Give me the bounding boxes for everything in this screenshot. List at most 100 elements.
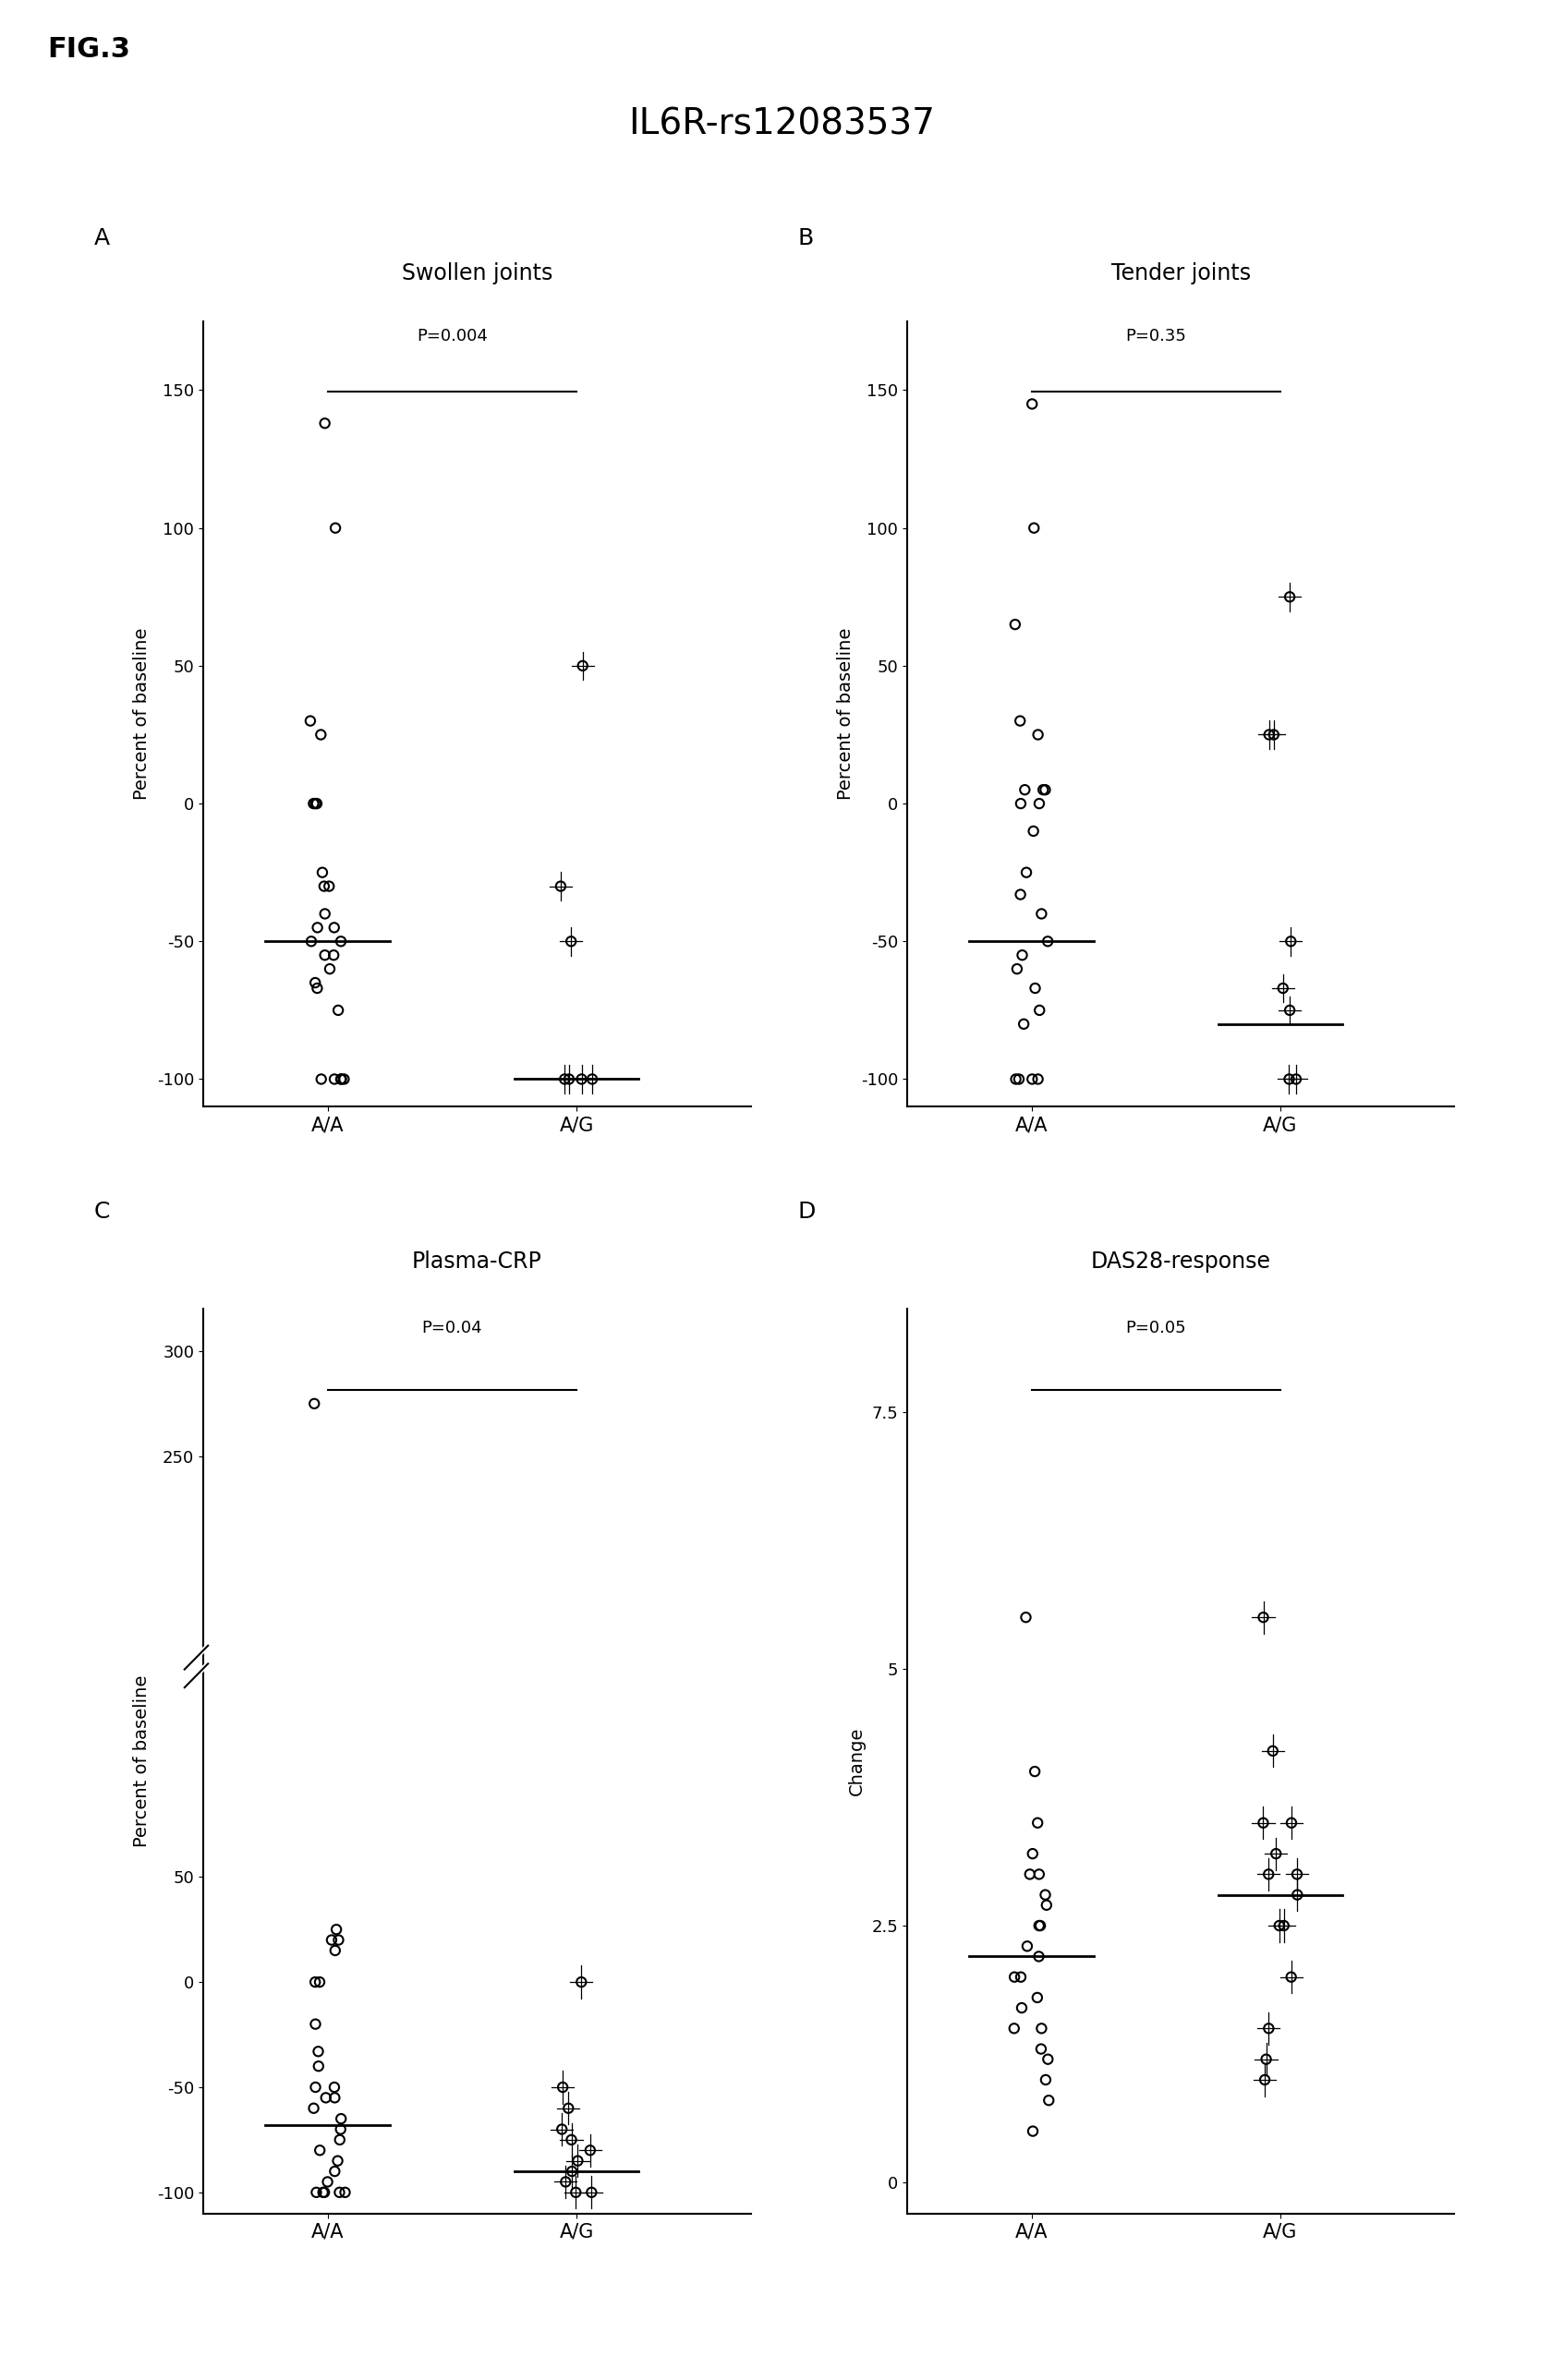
Text: IL6R-rs12083537: IL6R-rs12083537 [629, 107, 935, 143]
Point [1010, 935, 1035, 973]
Point [303, 785, 328, 823]
Text: P=0.05: P=0.05 [1126, 1319, 1186, 1335]
Point [1270, 969, 1295, 1007]
Point [1006, 1059, 1031, 1097]
Point [1284, 1856, 1309, 1894]
Point [1264, 1835, 1289, 1873]
Y-axis label: Change: Change [848, 1728, 865, 1795]
Point [1015, 1928, 1040, 1966]
Point [1017, 1856, 1042, 1894]
Point [1034, 1885, 1059, 1923]
Point [1009, 785, 1034, 823]
Point [1032, 771, 1057, 809]
Y-axis label: Percent of baseline: Percent of baseline [133, 1676, 150, 1847]
Point [1256, 1856, 1281, 1894]
Point [1023, 969, 1048, 1007]
Point [1035, 2040, 1060, 2078]
Point [328, 923, 353, 962]
Point [1012, 1004, 1037, 1042]
Point [1026, 1059, 1051, 1097]
Point [1026, 1937, 1051, 1975]
Point [560, 2152, 585, 2190]
Point [311, 866, 336, 904]
Point [558, 2121, 583, 2159]
Point [313, 2078, 338, 2116]
Point [1009, 1990, 1034, 2028]
Point [322, 509, 347, 547]
Text: FIG.3: FIG.3 [47, 36, 130, 62]
Point [1254, 2040, 1279, 2078]
Point [1020, 1835, 1045, 1873]
Y-axis label: Percent of baseline: Percent of baseline [837, 628, 854, 800]
Point [1284, 1875, 1309, 1914]
Point [313, 405, 338, 443]
Text: D: D [798, 1200, 815, 1223]
Point [1034, 2061, 1059, 2099]
Point [1028, 1906, 1053, 1944]
Point [558, 923, 583, 962]
Point [303, 2068, 328, 2106]
Point [322, 1933, 347, 1971]
Point [557, 1059, 582, 1097]
Point [552, 1059, 577, 1097]
Point [1278, 578, 1303, 616]
Point [1029, 2030, 1054, 2068]
Point [307, 2047, 332, 2085]
Point [328, 1059, 353, 1097]
Point [1020, 1059, 1045, 1097]
Point [303, 2173, 328, 2211]
Point [1035, 923, 1060, 962]
Point [1001, 2009, 1026, 2047]
Point [551, 2068, 576, 2106]
Title: Swollen joints: Swollen joints [402, 262, 552, 286]
Point [1023, 1752, 1048, 1790]
Point [322, 909, 347, 947]
Point [1012, 771, 1037, 809]
Point [1037, 2080, 1062, 2121]
Point [1003, 1059, 1028, 1097]
Text: C: C [94, 1200, 109, 1223]
Point [1024, 1804, 1049, 1842]
Point [314, 2163, 339, 2202]
Point [322, 2068, 347, 2106]
Point [300, 785, 325, 823]
Point [308, 716, 333, 754]
Point [332, 1059, 357, 1097]
Point [1028, 990, 1053, 1028]
Point [565, 2142, 590, 2180]
Point [1021, 812, 1046, 850]
Point [579, 2173, 604, 2211]
Point [1278, 923, 1303, 962]
Point [1029, 895, 1054, 933]
Point [328, 1059, 353, 1097]
Point [328, 2099, 353, 2137]
Point [313, 895, 338, 933]
Point [549, 2111, 574, 2149]
Point [317, 950, 343, 988]
Point [307, 1964, 332, 2002]
Point [1020, 2111, 1045, 2149]
Point [322, 1059, 347, 1097]
Point [1261, 716, 1286, 754]
Point [1278, 990, 1303, 1028]
Point [333, 2173, 358, 2211]
Point [1261, 1733, 1286, 1771]
Point [569, 1059, 594, 1097]
Point [308, 1059, 333, 1097]
Point [1009, 1959, 1034, 1997]
Point [305, 909, 330, 947]
Point [555, 2090, 580, 2128]
Point [325, 1921, 350, 1959]
Point [1026, 1906, 1051, 1944]
Point [303, 2004, 328, 2042]
Point [322, 2078, 347, 2116]
Point [1003, 1959, 1028, 1997]
Y-axis label: Percent of baseline: Percent of baseline [133, 628, 150, 800]
Point [1007, 876, 1032, 914]
Point [303, 1964, 328, 2002]
Point [313, 935, 338, 973]
Point [305, 969, 330, 1007]
Point [1272, 1906, 1297, 1944]
Point [1026, 785, 1051, 823]
Title: Plasma-CRP: Plasma-CRP [411, 1250, 543, 1273]
